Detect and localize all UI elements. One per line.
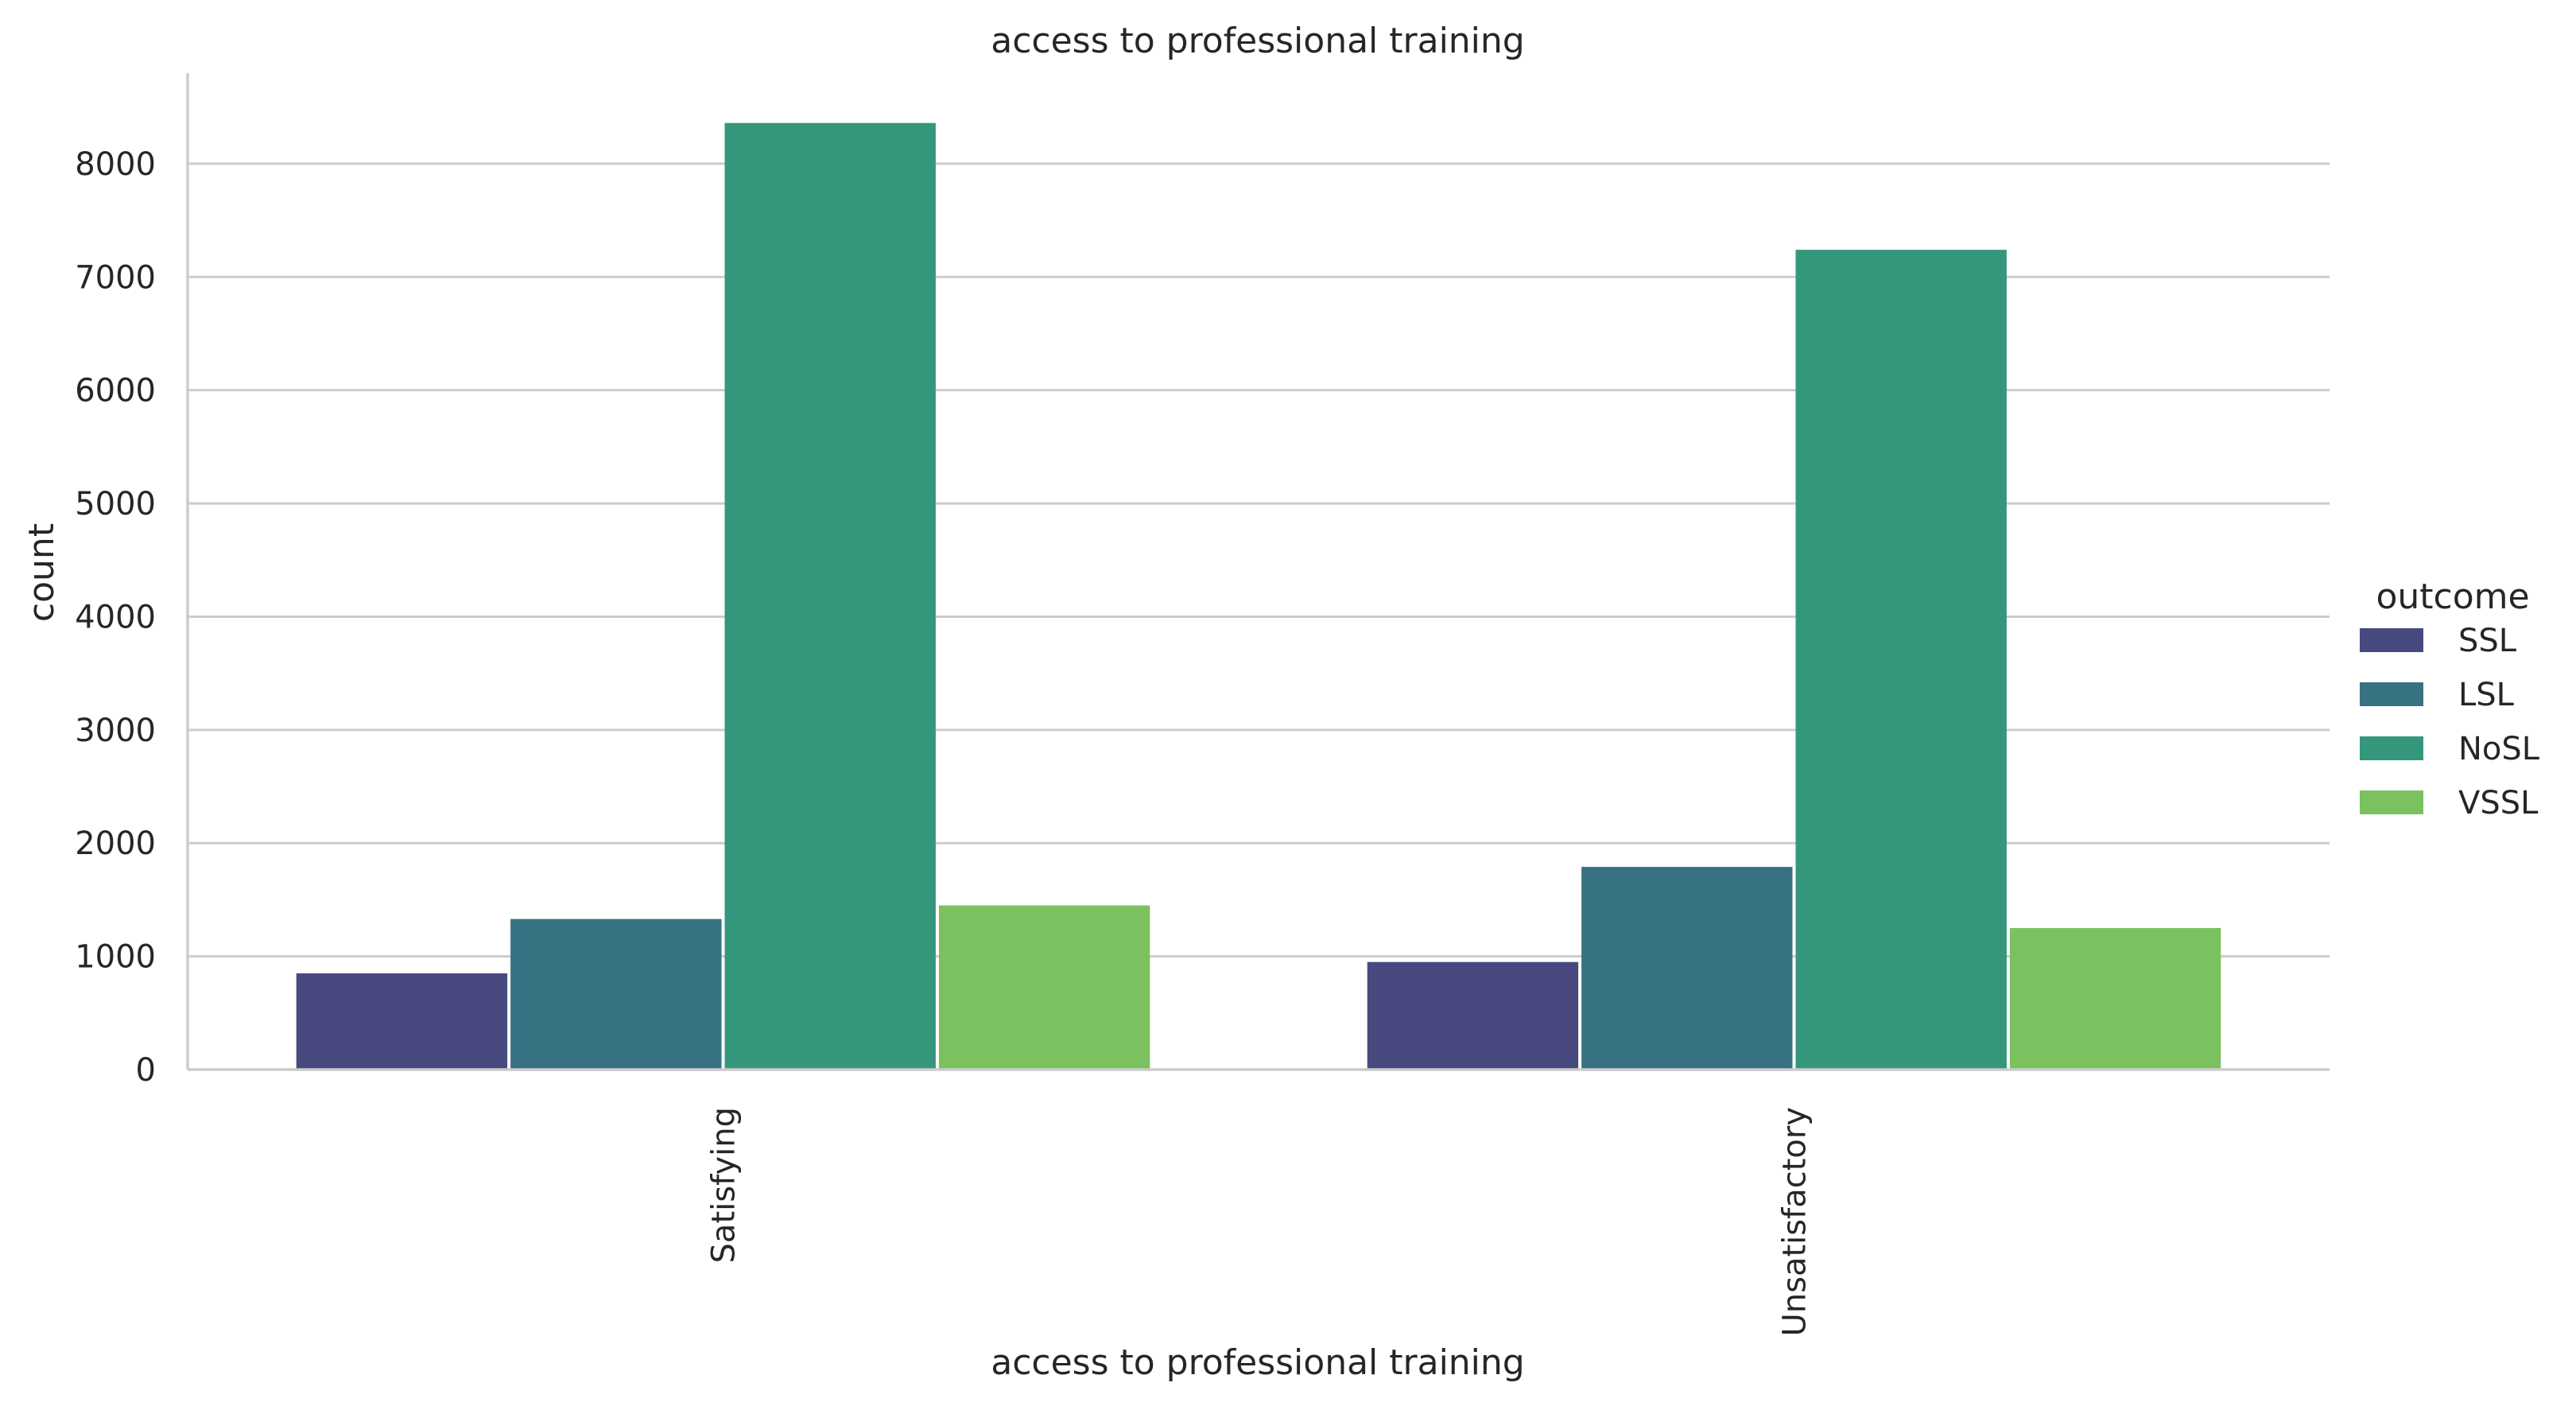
y-tick-label: 2000 [75, 825, 156, 862]
gridlines [188, 162, 2330, 958]
y-axis-title: count [21, 523, 62, 622]
bar-nosl-unsatisfactory [1795, 250, 2007, 1070]
y-tick-label: 0 [136, 1052, 156, 1089]
x-axis-title: access to professional training [991, 1342, 1524, 1383]
y-tick-label: 1000 [75, 939, 156, 976]
chart-title: access to professional training [991, 21, 1524, 61]
y-tick-label: 3000 [75, 713, 156, 749]
bar-nosl-satisfying [724, 122, 936, 1070]
legend-title: outcome [2376, 577, 2529, 617]
y-tick-label: 4000 [75, 599, 156, 635]
bar-vssl-unsatisfactory [2009, 928, 2221, 1070]
x-tick-label: Unsatisfactory [1777, 1107, 1814, 1336]
bar-ssl-satisfying [296, 973, 508, 1070]
legend-label-vssl: VSSL [2458, 785, 2539, 821]
legend: outcome SSL LSL NoSL VSSL [2360, 577, 2540, 821]
legend-swatch-vssl [2360, 790, 2423, 814]
bar-ssl-unsatisfactory [1367, 961, 1579, 1070]
legend-label-lsl: LSL [2458, 677, 2515, 713]
bars [296, 122, 2221, 1070]
bar-lsl-unsatisfactory [1581, 867, 1793, 1070]
legend-swatch-lsl [2360, 682, 2423, 706]
bar-lsl-satisfying [510, 918, 722, 1070]
legend-swatch-ssl [2360, 628, 2423, 652]
legend-items: SSL LSL NoSL VSSL [2360, 623, 2540, 821]
axes [186, 73, 2330, 1071]
bar-vssl-satisfying [938, 905, 1150, 1070]
legend-swatch-nosl [2360, 736, 2423, 760]
legend-label-ssl: SSL [2458, 623, 2517, 659]
y-tick-label: 7000 [75, 259, 156, 296]
x-tick-label: Satisfying [706, 1107, 743, 1263]
legend-label-nosl: NoSL [2458, 731, 2540, 767]
y-tick-label: 6000 [75, 373, 156, 410]
y-tick-labels: 0 1000 2000 3000 4000 5000 6000 7000 8000 [75, 146, 156, 1089]
x-tick-labels: Satisfying Unsatisfactory [706, 1107, 1814, 1336]
y-tick-label: 8000 [75, 146, 156, 183]
y-tick-label: 5000 [75, 486, 156, 522]
